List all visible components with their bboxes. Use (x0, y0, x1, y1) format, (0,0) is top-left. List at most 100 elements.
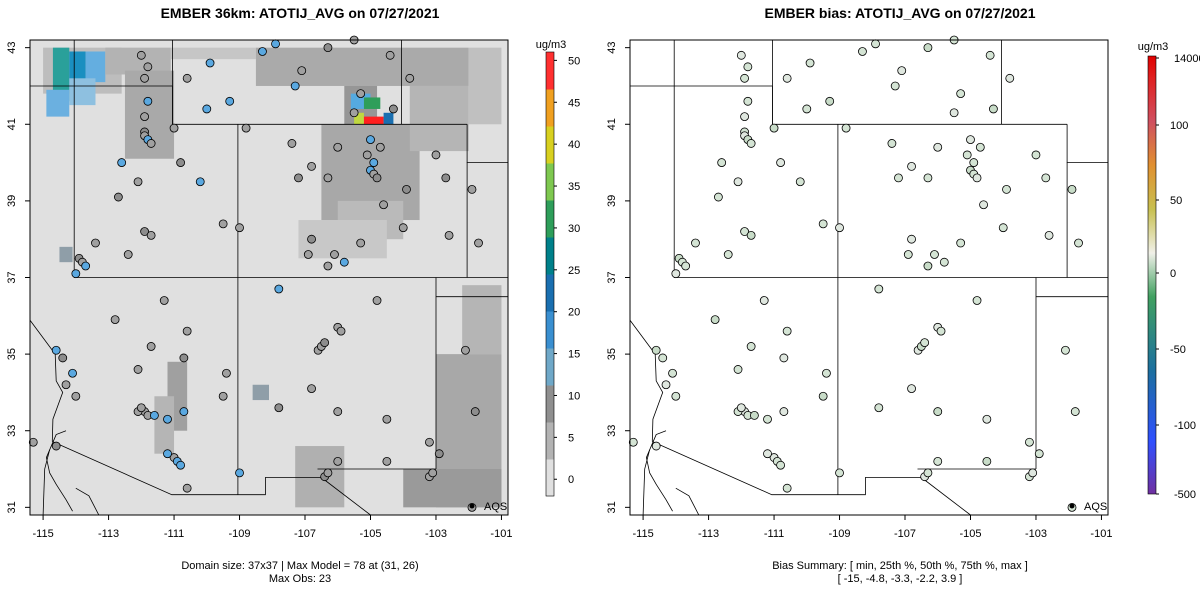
site-marker (972, 296, 982, 305)
site-marker (271, 39, 280, 49)
boundary-line (642, 449, 650, 515)
site-marker (713, 192, 723, 202)
site-marker (51, 345, 61, 355)
heatmap-cell (59, 246, 73, 263)
site-marker (398, 223, 408, 233)
heatmap-cell (468, 47, 502, 125)
x-tick-label: -109 (829, 528, 851, 540)
site-marker (998, 223, 1008, 233)
colorbar-tick-label: 15 (568, 349, 580, 361)
site-marker (933, 407, 943, 416)
site-marker (746, 230, 756, 240)
site-marker (1061, 345, 1070, 355)
site-marker (163, 449, 172, 459)
site-marker (969, 158, 979, 167)
site-marker (769, 123, 779, 133)
y-tick-label: 31 (6, 501, 18, 513)
site-marker (159, 296, 169, 305)
site-marker (1002, 184, 1011, 194)
concentration-panel: EMBER 36km: ATOTIJ_AVG on 07/27/2021 -11… (6, 5, 580, 585)
site-marker (136, 403, 146, 413)
site-marker (982, 414, 992, 424)
site-marker (222, 368, 231, 378)
heatmap-cell (363, 97, 381, 109)
site-marker (671, 269, 681, 279)
site-marker (143, 96, 153, 106)
colorbar-swatch (546, 422, 554, 460)
colorbar-swatch (546, 274, 554, 312)
heatmap-cells (43, 47, 502, 508)
site-marker (841, 123, 851, 133)
site-marker (179, 353, 189, 363)
site-marker (920, 338, 930, 348)
site-marker (822, 368, 831, 378)
site-marker (434, 449, 444, 459)
site-marker (51, 441, 61, 451)
site-marker (405, 73, 415, 83)
site-marker (71, 269, 81, 279)
colorbar-tick-label: 0 (568, 474, 574, 486)
site-marker (740, 112, 749, 122)
site-marker (723, 250, 733, 259)
boundary-line (921, 477, 971, 515)
site-marker (736, 50, 746, 60)
site-marker (805, 58, 815, 68)
boundary-line (675, 487, 700, 515)
site-marker (671, 391, 681, 401)
coastline (645, 430, 673, 512)
site-marker (379, 200, 388, 210)
site-marker (146, 342, 156, 351)
x-tick-label: -113 (98, 528, 119, 540)
heatmap-cell (69, 78, 96, 106)
concentration-map: -115 -113 -111 -109 -107 -105 -103 -101 31 33 35 37… (6, 35, 580, 540)
site-marker (776, 460, 786, 470)
site-marker (425, 437, 434, 447)
boundary-line (30, 85, 173, 125)
site-marker (307, 384, 316, 393)
colorbar-tick-label: -100 (1174, 420, 1196, 432)
site-marker (68, 368, 77, 378)
site-marker (1070, 407, 1080, 416)
site-marker (146, 230, 156, 240)
site-marker (389, 104, 398, 114)
site-marker (903, 250, 913, 259)
site-marker (933, 456, 943, 466)
site-marker (235, 468, 244, 478)
x-tick-label: -107 (894, 528, 916, 540)
site-marker (740, 73, 749, 83)
heatmap-cell (403, 469, 502, 508)
site-marker (140, 227, 149, 236)
site-marker (91, 238, 100, 248)
site-marker (779, 407, 789, 416)
colorbar-swatch (546, 311, 554, 349)
site-marker (835, 468, 844, 478)
site-marker (818, 219, 828, 229)
site-marker (195, 177, 205, 187)
site-marker (205, 58, 215, 68)
site-marker (428, 468, 438, 478)
state-boundaries (30, 40, 508, 515)
state-boundaries (630, 40, 1108, 515)
site-marker (297, 66, 307, 76)
boundary-line (652, 441, 922, 496)
site-marker (658, 353, 668, 363)
x-tick-label: -105 (359, 528, 381, 540)
heatmap-cell (354, 112, 364, 125)
site-marker (113, 192, 123, 202)
site-marker (176, 158, 186, 167)
x-tick-label: -111 (764, 528, 784, 540)
left-chart-title: EMBER 36km: ATOTIJ_AVG on 07/27/2021 (160, 5, 440, 21)
site-marker (825, 96, 835, 106)
x-tick-label: -111 (164, 528, 184, 540)
site-markers (28, 35, 483, 512)
site-marker (782, 326, 792, 336)
x-tick-label: -115 (632, 528, 653, 540)
site-marker (356, 238, 366, 248)
site-marker (743, 62, 753, 72)
site-marker (287, 139, 297, 148)
site-marker (349, 108, 359, 118)
site-marker (330, 250, 339, 259)
bias-panel: EMBER bias: ATOTIJ_AVG on 07/27/2021 -11… (600, 0, 1200, 600)
site-marker (1005, 73, 1015, 83)
colorbar-tick-label: 25 (568, 265, 580, 277)
